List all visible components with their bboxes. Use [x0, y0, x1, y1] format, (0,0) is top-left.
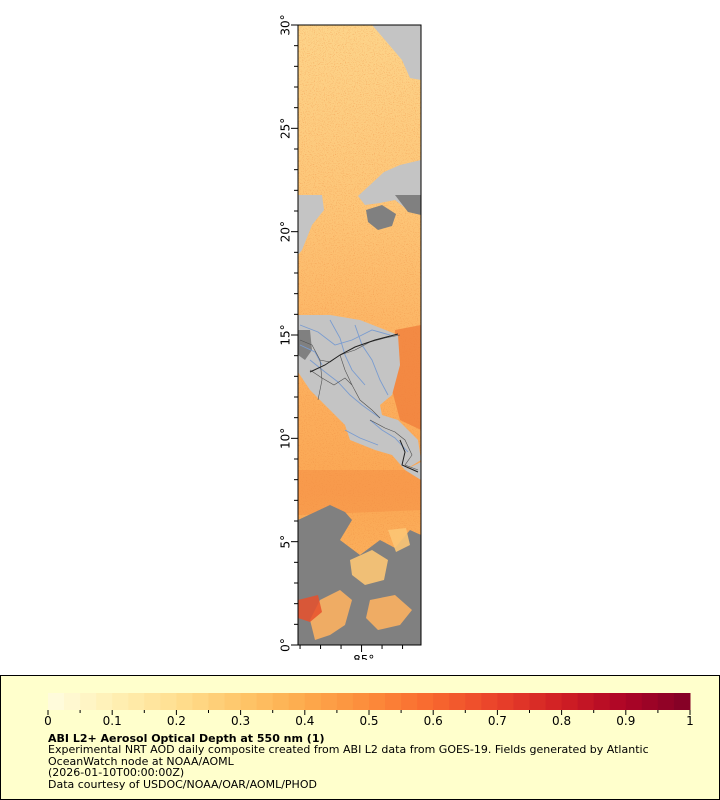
colorbar-cell [529, 693, 547, 710]
colorbar-cell [64, 693, 81, 710]
colorbar-cell [641, 693, 659, 710]
colorbar-cell [433, 693, 450, 710]
colorbar-tick-label: 0.3 [231, 714, 250, 728]
colorbar-cell [320, 693, 338, 710]
latitude-axis: 0° 5° 10° 15° 20° 25° 30° [279, 14, 298, 652]
colorbar-tick-label: 0.2 [167, 714, 186, 728]
colorbar: 0 0.1 0.2 0.3 0.4 0.5 0.6 0.7 0.8 0.9 1 [44, 693, 694, 728]
lat-tick-label: 25° [279, 118, 293, 139]
aod-map: 0° 5° 10° 15° 20° 25° 30° -85° [279, 14, 422, 660]
colorbar-ticks: 0 0.1 0.2 0.3 0.4 0.5 0.6 0.7 0.8 0.9 1 [44, 710, 694, 728]
legend-panel: 0 0.1 0.2 0.3 0.4 0.5 0.6 0.7 0.8 0.9 1 ABI L2+ Ae… [0, 675, 720, 800]
rivers [299, 319, 409, 453]
lat-tick-label: 15° [279, 324, 293, 345]
lat-tick-label: 30° [279, 14, 293, 35]
colorbar-cell [272, 693, 290, 710]
colorbar-cell [160, 693, 177, 710]
high-aod-region [392, 325, 421, 430]
colorbar-cell [417, 693, 434, 710]
colorbar-tick-label: 0.5 [359, 714, 378, 728]
colorbar-tick-label: 0.8 [552, 714, 571, 728]
no-data-west [298, 330, 312, 360]
longitude-axis: -85° [299, 645, 404, 660]
colorbar-cell [369, 693, 386, 710]
colorbar-cell [657, 693, 675, 710]
colorbar-cell [240, 693, 258, 710]
colorbar-cell [256, 693, 274, 710]
colorbar-cell [545, 693, 563, 710]
colorbar-cell [497, 693, 514, 710]
legend-credit: Data courtesy of USDOC/NOAA/OAR/AOML/PHO… [48, 778, 317, 791]
colorbar-tick-label: 0 [44, 714, 52, 728]
colorbar-cell [385, 693, 402, 710]
colorbar-cell [449, 693, 466, 710]
colorbar-cell [208, 693, 226, 710]
no-data-cuba [366, 205, 396, 230]
no-data-gulf [395, 195, 421, 215]
land-colombia [405, 462, 421, 480]
legend-title: ABI L2+ Aerosol Optical Depth at 550 nm … [48, 732, 325, 745]
colorbar-cell [577, 693, 595, 710]
lat-tick-label: 0° [279, 638, 293, 652]
colorbar-cell [561, 693, 579, 710]
colorbar-tick-label: 0.9 [616, 714, 635, 728]
colorbar-tick-label: 0.1 [103, 714, 122, 728]
colorbar-cell [192, 693, 209, 710]
country-borders [299, 334, 419, 471]
colorbar-cell [513, 693, 530, 710]
lon-tick-label: -85° [349, 653, 375, 660]
colorbar-cell [80, 693, 97, 710]
colorbar-cell [465, 693, 482, 710]
legend-date: (2026-01-10T00:00:00Z) [48, 766, 185, 779]
land-usa [372, 25, 421, 80]
colorbar-cell [304, 693, 322, 710]
colorbar-cell [673, 693, 691, 710]
colorbar-tick-label: 0.7 [488, 714, 507, 728]
map-raster [298, 25, 421, 645]
colorbar-cell [593, 693, 611, 710]
colorbar-cell [352, 693, 370, 710]
high-aod-band [298, 470, 421, 515]
colorbar-cell [609, 693, 627, 710]
colorbar-cell [481, 693, 498, 710]
land-yucatan [298, 195, 324, 255]
lat-tick-label: 10° [279, 428, 293, 449]
lat-tick-label: 5° [279, 535, 293, 549]
colorbar-tick-label: 1 [686, 714, 694, 728]
data-patches [298, 528, 412, 640]
map-area: 0° 5° 10° 15° 20° 25° 30° -85° [279, 14, 422, 660]
land-central-america [298, 315, 421, 470]
colorbar-cell [336, 693, 354, 710]
colorbar-cell [625, 693, 643, 710]
legend-description: Experimental NRT AOD daily composite cre… [48, 743, 649, 768]
colorbar-cell [112, 693, 129, 710]
colorbar-cell [288, 693, 306, 710]
colorbar-cell [96, 693, 113, 710]
colorbar-cell [224, 693, 242, 710]
colorbar-cells [48, 693, 691, 710]
colorbar-tick-label: 0.4 [295, 714, 314, 728]
colorbar-cell [144, 693, 161, 710]
colorbar-cell [128, 693, 145, 710]
colorbar-cell [176, 693, 193, 710]
colorbar-tick-label: 0.6 [424, 714, 443, 728]
colorbar-cell [401, 693, 418, 710]
lat-tick-label: 20° [279, 221, 293, 242]
colorbar-cell [48, 693, 65, 710]
main-borders [309, 333, 419, 473]
